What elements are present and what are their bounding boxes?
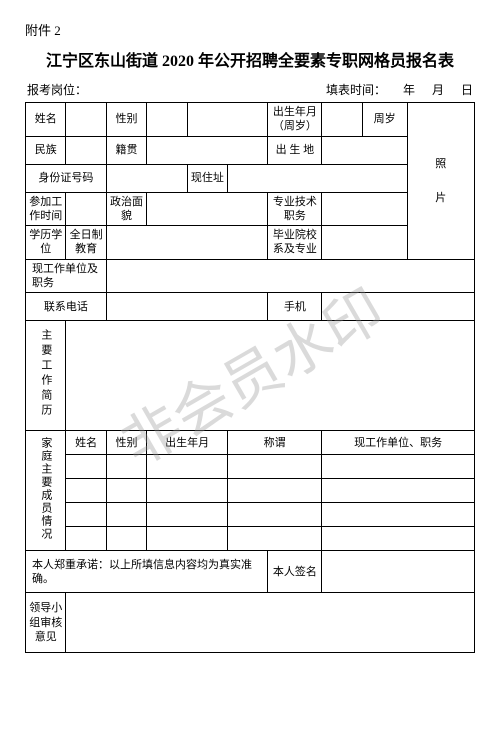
- field-name[interactable]: [66, 103, 106, 137]
- field-phone[interactable]: [106, 293, 268, 321]
- fam-cell[interactable]: [147, 527, 228, 551]
- field-birth[interactable]: [322, 103, 362, 137]
- label-native: 籍贯: [106, 136, 146, 164]
- label-birth: 出生年月（周岁）: [268, 103, 322, 137]
- field-resume[interactable]: [66, 321, 475, 431]
- fam-cell[interactable]: [147, 455, 228, 479]
- field-native[interactable]: [147, 136, 268, 164]
- label-resume: 主要工作简历: [26, 321, 66, 431]
- field-current-job[interactable]: [106, 259, 474, 293]
- field-blank1[interactable]: [187, 103, 268, 137]
- fam-cell[interactable]: [322, 455, 475, 479]
- fam-cell[interactable]: [322, 503, 475, 527]
- fam-cell[interactable]: [66, 479, 106, 503]
- declaration: 本人郑重承诺：以上所填信息内容均为真实准确。: [26, 551, 268, 593]
- fam-header-birth: 出生年月: [147, 431, 228, 455]
- position-label: 报考岗位：: [27, 81, 87, 98]
- label-worktime: 参加工作时间: [26, 192, 66, 226]
- field-id[interactable]: [106, 164, 187, 192]
- field-gender[interactable]: [147, 103, 187, 137]
- label-fulltime: 全日制教育: [66, 226, 106, 260]
- label-id: 身份证号码: [26, 164, 107, 192]
- field-political[interactable]: [147, 192, 268, 226]
- fam-header-name: 姓名: [66, 431, 106, 455]
- label-age: 周岁: [362, 103, 407, 137]
- label-name: 姓名: [26, 103, 66, 137]
- fam-header-relation: 称谓: [228, 431, 322, 455]
- fam-cell[interactable]: [322, 479, 475, 503]
- label-address: 现住址: [187, 164, 227, 192]
- fam-cell[interactable]: [106, 527, 146, 551]
- label-grad: 毕业院校系及专业: [268, 226, 322, 260]
- fam-cell[interactable]: [66, 527, 106, 551]
- photo-box: 照 片: [407, 103, 474, 260]
- field-mobile[interactable]: [322, 293, 475, 321]
- label-gender: 性别: [106, 103, 146, 137]
- field-signature[interactable]: [322, 551, 475, 593]
- fam-header-work: 现工作单位、职务: [322, 431, 475, 455]
- fam-cell[interactable]: [228, 503, 322, 527]
- label-family: 家庭主要成员情况: [26, 431, 66, 551]
- field-address[interactable]: [228, 164, 408, 192]
- field-worktime[interactable]: [66, 192, 106, 226]
- fam-cell[interactable]: [147, 479, 228, 503]
- label-edu: 学历学位: [26, 226, 66, 260]
- label-political: 政治面貌: [106, 192, 146, 226]
- fam-cell[interactable]: [106, 503, 146, 527]
- field-edu[interactable]: [106, 226, 268, 260]
- fam-cell[interactable]: [106, 479, 146, 503]
- fam-cell[interactable]: [322, 527, 475, 551]
- fam-cell[interactable]: [66, 455, 106, 479]
- fam-cell[interactable]: [228, 479, 322, 503]
- meta-row: 报考岗位： 填表时间： 年 月 日: [25, 81, 475, 98]
- label-current-job: 现工作单位及职务: [26, 259, 107, 293]
- fam-cell[interactable]: [228, 455, 322, 479]
- label-ethnic: 民族: [26, 136, 66, 164]
- fam-cell[interactable]: [228, 527, 322, 551]
- fam-cell[interactable]: [147, 503, 228, 527]
- fam-header-gender: 性别: [106, 431, 146, 455]
- label-phone: 联系电话: [26, 293, 107, 321]
- fam-cell[interactable]: [106, 455, 146, 479]
- field-leader[interactable]: [66, 593, 475, 653]
- attachment-label: 附件 2: [25, 20, 475, 39]
- label-mobile: 手机: [268, 293, 322, 321]
- page-title: 江宁区东山街道 2020 年公开招聘全要素专职网格员报名表: [25, 47, 475, 71]
- label-leader: 领导小组审核意见: [26, 593, 66, 653]
- label-signature: 本人签名: [268, 551, 322, 593]
- field-grad[interactable]: [322, 226, 407, 260]
- fam-cell[interactable]: [66, 503, 106, 527]
- field-ethnic[interactable]: [66, 136, 106, 164]
- field-tech[interactable]: [322, 192, 407, 226]
- label-birthplace: 出 生 地: [268, 136, 322, 164]
- fill-time: 填表时间： 年 月 日: [312, 81, 473, 98]
- field-birthplace[interactable]: [322, 136, 407, 164]
- application-form: 姓名 性别 出生年月（周岁） 周岁 照 片 民族 籍贯 出 生 地 身份证号码 …: [25, 102, 475, 653]
- label-tech: 专业技术职务: [268, 192, 322, 226]
